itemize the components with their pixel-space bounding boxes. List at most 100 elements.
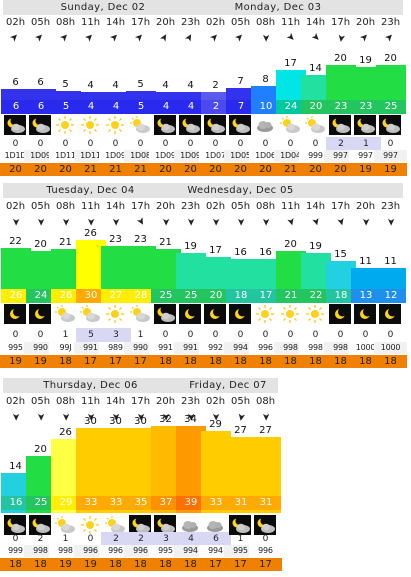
wind-speed-value: 4 [112,80,119,91]
hour-column: 02h ➤ 14 16 0 999 18 [0,378,32,577]
wind-gust-value: 33 [76,496,106,510]
hour-column: 23h ➤ 19 25 0 991 18 [174,183,207,375]
temperature-value: 19 [49,558,82,571]
pressure-value: 1D05 [224,150,257,162]
precipitation-value: 1 [62,534,69,544]
hour-column: 23h ➤ 34 39 4 994 18 [174,378,207,577]
sun-cloud-icon [49,515,82,535]
wind-speed-value: 6 [12,77,19,88]
temperature-value: 17 [124,355,157,368]
temperature-value: 19 [349,163,382,176]
hour-label: 05h [30,17,51,28]
precipitation-value: 5 [76,328,106,342]
day-header-label: Sunday, Dec 02 [60,2,146,13]
hour-label: 02h [5,17,26,28]
pressure-value: 996 [124,545,157,557]
wind-gust-value: 6 [26,100,56,114]
hour-column: 05h ➤ 7 7 0 1D05 20 [224,0,257,180]
moon-icon [0,304,32,324]
wind-speed-value: 21 [159,237,172,248]
wind-speed-bar [51,91,81,100]
wind-arrow-icon: ➤ [358,30,372,45]
wind-gust-value: 18 [226,289,256,303]
moon-cloud-icon [199,115,232,135]
pressure-value: 996 [99,545,132,557]
pressure-value: 995 [149,545,182,557]
moon-cloud-icon [24,515,57,535]
pressure-value: 998 [299,342,332,354]
wind-speed-value: 5 [137,79,144,90]
wind-direction-icon: ➤ [374,215,407,229]
wind-speed-value: 20 [384,53,397,64]
moon-icon [24,304,57,324]
hour-label: 11h [80,17,101,28]
wind-speed-value: 16 [234,247,247,258]
wind-gust-value: 16 [1,496,31,510]
hour-label: 14h [105,201,126,212]
hour-column: 23h ➤ 11 12 0 1000 18 [374,183,407,375]
wind-gust-value: 4 [76,100,106,114]
wind-speed-value: 5 [62,79,69,90]
precipitation-value: 0 [187,330,194,340]
hour-label: 11h [80,201,101,212]
wind-gust-value: 25 [151,289,181,303]
wind-arrow-icon: ➤ [110,217,122,227]
moon-cloud-icon [174,115,207,135]
pressure-value: 998 [24,545,57,557]
wind-speed-value: 27 [234,425,247,436]
hour-label: 08h [55,17,76,28]
temperature-value: 18 [49,355,82,368]
wind-speed-value: 15 [334,249,347,260]
precipitation-value: 0 [312,330,319,340]
precipitation-value: 0 [12,330,19,340]
wind-arrow-icon: ➤ [60,412,72,422]
wind-speed-bar [26,89,56,100]
wind-arrow-icon: ➤ [385,217,397,227]
wind-gust-value: 37 [151,496,181,510]
wind-gust-value: 26 [1,289,31,303]
cloud-icon [199,515,232,535]
wind-speed-bar [76,92,106,100]
hour-label: 08h [255,396,276,407]
hour-column: 08h ➤ 21 26 1 99J 18 [49,183,82,375]
hour-column: 23h ➤ 20 25 0 997 19 [374,0,407,180]
moon-cloud-icon [224,115,257,135]
precipitation-value: 1 [62,330,69,340]
pressure-value: 1000 [374,342,407,354]
precipitation-value: 0 [312,139,319,149]
precipitation-value: 1 [237,534,244,544]
pressure-value: 997 [324,150,357,162]
temperature-value: 18 [174,558,207,571]
wind-gust-value: 17 [251,289,281,303]
precipitation-value: 0 [187,139,194,149]
day-header-label: Wednesday, Dec 05 [187,185,294,196]
wind-gust-value: 26 [51,289,81,303]
hour-column: 20h ➤ 21 25 0 991 18 [149,183,182,375]
temperature-value: 21 [124,163,157,176]
wind-arrow-icon: ➤ [134,215,148,229]
hour-label: 08h [255,201,276,212]
hour-label: 20h [355,201,376,212]
wind-gust-value: 10 [251,100,281,114]
hour-label: 20h [355,17,376,28]
hour-label: 17h [130,201,151,212]
precipitation-value: 0 [212,139,219,149]
temperature-value: 21 [99,163,132,176]
moon-icon [349,304,382,324]
sun-cloud-icon [124,115,157,135]
sun-icon [274,304,307,324]
wind-speed-value: 22 [9,236,22,247]
temperature-value: 18 [149,558,182,571]
pressure-value: 991 [74,342,107,354]
precipitation-value: 2 [37,534,44,544]
temperature-value: 20 [24,163,57,176]
moon-icon [199,304,232,324]
wind-speed-value: 30 [84,416,97,427]
wind-direction-icon: ➤ [249,410,282,424]
hour-label: 23h [380,17,401,28]
hour-label: 17h [130,17,151,28]
wind-direction-icon: ➤ [374,31,407,45]
moon-cloud-icon [324,115,357,135]
wind-gust-value: 4 [176,100,206,114]
wind-gust-value: 29 [51,496,81,510]
